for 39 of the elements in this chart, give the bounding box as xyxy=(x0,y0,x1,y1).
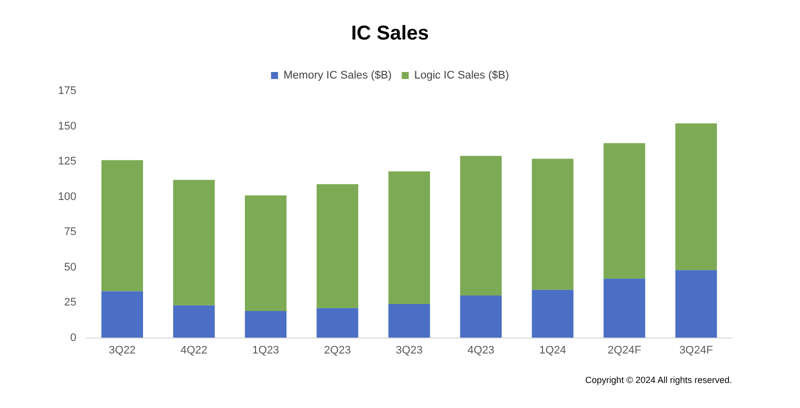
y-tick-label: 0 xyxy=(70,332,76,344)
y-tick-label: 75 xyxy=(64,226,76,238)
bar xyxy=(604,143,646,279)
legend-label: Logic IC Sales ($B) xyxy=(414,70,509,82)
x-tick-label: 4Q22 xyxy=(180,344,208,356)
bar xyxy=(101,160,144,292)
y-tick-label: 150 xyxy=(58,120,76,132)
chart-title: IC Sales xyxy=(351,22,429,45)
y-tick-label: 100 xyxy=(58,190,76,203)
bar xyxy=(460,156,502,296)
bar xyxy=(244,311,287,338)
y-tick-label: 50 xyxy=(64,261,76,274)
bar xyxy=(532,290,574,338)
bar xyxy=(675,123,717,270)
x-tick-label: 3Q22 xyxy=(108,344,136,356)
bar xyxy=(316,308,358,338)
x-tick-label: 4Q23 xyxy=(467,344,494,356)
bar xyxy=(173,305,215,338)
bar xyxy=(316,184,358,308)
y-tick-label: 175 xyxy=(58,85,76,98)
y-tick-label: 125 xyxy=(58,156,76,168)
legend-label: Memory IC Sales ($B) xyxy=(284,70,392,82)
bar xyxy=(388,171,430,304)
bar xyxy=(675,270,717,338)
x-tick-label: 3Q23 xyxy=(396,344,423,356)
x-tick-label: 2Q23 xyxy=(324,344,351,356)
bar xyxy=(388,304,430,338)
bar xyxy=(604,278,646,338)
bar xyxy=(460,295,502,338)
x-tick-label: 1Q24 xyxy=(539,344,566,356)
x-tick-label: 1Q23 xyxy=(252,344,280,356)
bar xyxy=(173,180,215,306)
bar xyxy=(532,158,574,290)
x-tick-label: 3Q24F xyxy=(679,344,714,356)
x-tick-label: 2Q24F xyxy=(608,344,642,356)
bar xyxy=(101,291,144,338)
bar xyxy=(244,195,287,312)
text: Copyright © 2024 All rights reserved. xyxy=(584,375,733,385)
y-tick-label: 25 xyxy=(64,296,76,309)
